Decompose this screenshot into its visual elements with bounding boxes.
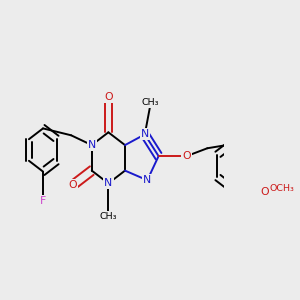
Text: O: O	[104, 92, 113, 102]
Text: O: O	[68, 180, 77, 190]
Text: CH₃: CH₃	[142, 98, 160, 107]
Text: O: O	[260, 188, 268, 197]
Text: N: N	[88, 140, 96, 150]
Text: N: N	[141, 129, 149, 140]
Text: O: O	[182, 151, 191, 161]
Text: CH₃: CH₃	[100, 212, 117, 221]
Text: N: N	[143, 175, 152, 185]
Text: OCH₃: OCH₃	[269, 184, 294, 193]
Text: N: N	[104, 178, 112, 188]
Text: F: F	[40, 196, 46, 206]
